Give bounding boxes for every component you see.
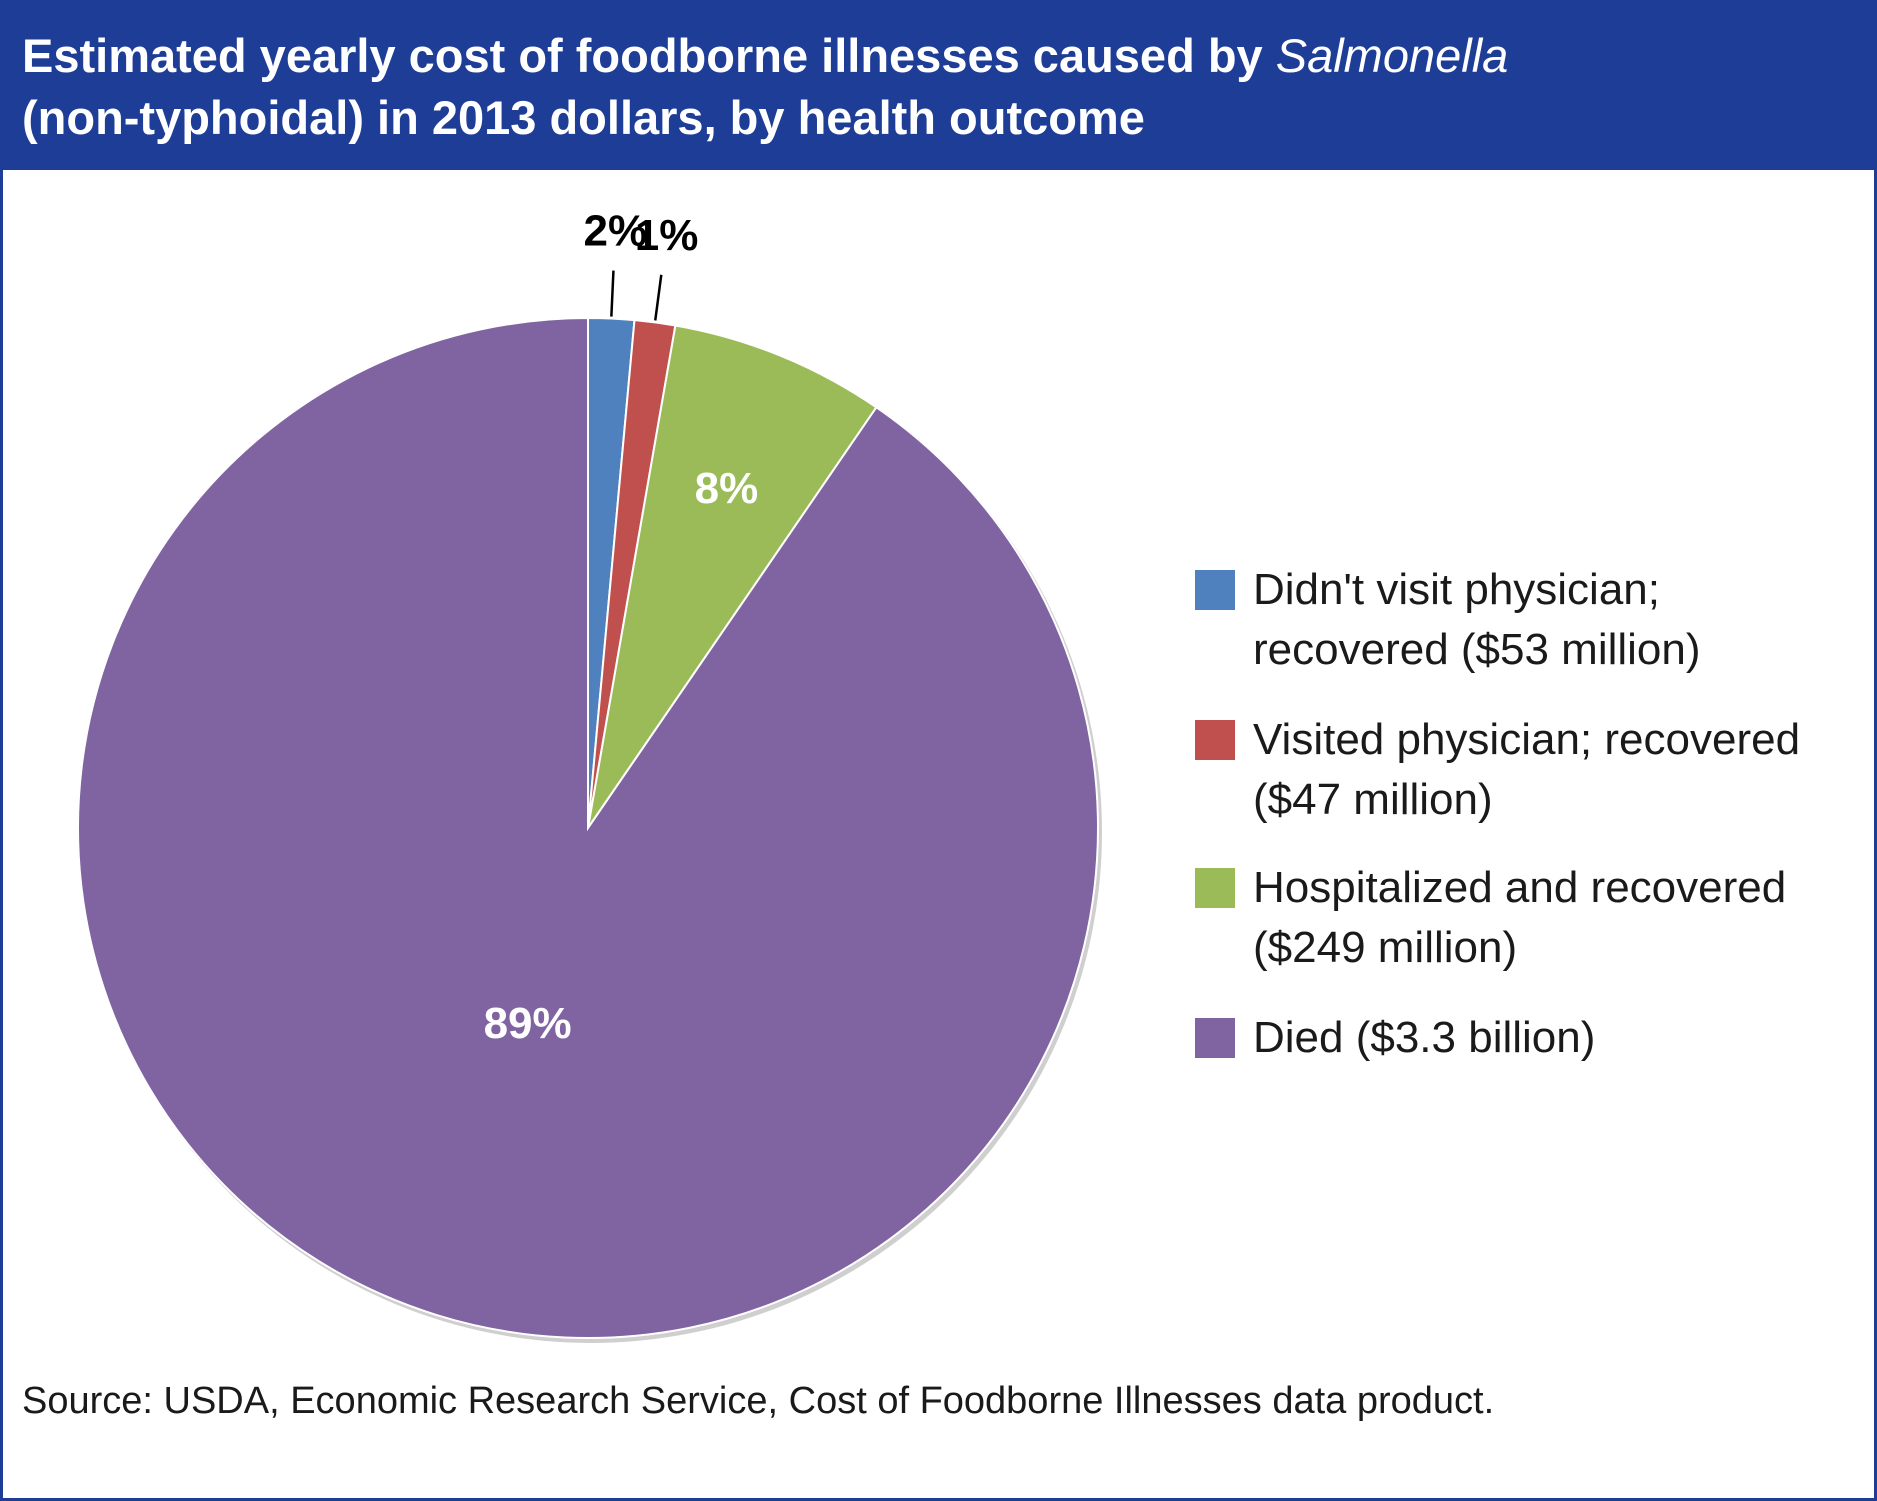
pct-label-hospitalized: 8% bbox=[695, 464, 759, 513]
legend-swatch-hospitalized bbox=[1195, 868, 1235, 908]
legend-label-died-line-1: Died ($3.3 billion) bbox=[1253, 1013, 1595, 1062]
pct-label-didnt_visit: 2% bbox=[583, 207, 647, 256]
pie-slice-died bbox=[77, 316, 1099, 1339]
legend-label-hospitalized-line-1: Hospitalized and recovered bbox=[1253, 863, 1786, 912]
title-line-1-italic: Salmonella bbox=[1275, 29, 1509, 82]
chart-title: Estimated yearly cost of foodborne illne… bbox=[0, 0, 1877, 170]
legend-swatch-visited bbox=[1195, 720, 1235, 760]
pct-label-died: 89% bbox=[484, 999, 572, 1048]
title-line-1: Estimated yearly cost of foodborne illne… bbox=[22, 25, 1877, 87]
title-line-2: (non-typhoidal) in 2013 dollars, by heal… bbox=[22, 91, 1145, 144]
leader-line-visited bbox=[654, 274, 663, 321]
legend-swatch-died bbox=[1195, 1018, 1235, 1058]
source-note: Source: USDA, Economic Research Service,… bbox=[22, 1380, 1495, 1422]
legend-label-visited-line-1: Visited physician; recovered bbox=[1253, 715, 1800, 764]
legend-label-hospitalized-line-2: ($249 million) bbox=[1253, 923, 1517, 972]
legend-label-didnt_visit-line-1: Didn't visit physician; bbox=[1253, 565, 1660, 614]
legend-label-didnt_visit-line-2: recovered ($53 million) bbox=[1253, 625, 1701, 674]
pct-label-visited: 1% bbox=[635, 211, 699, 260]
legend: Didn't visit physician; recovered ($53 mi… bbox=[1195, 565, 1800, 1062]
pie-slice-hospitalized bbox=[587, 324, 878, 829]
leader-line-didnt_visit bbox=[610, 270, 615, 317]
legend-swatch-didnt_visit bbox=[1195, 570, 1235, 610]
legend-label-visited-line-2: ($47 million) bbox=[1253, 775, 1493, 824]
pie-slices bbox=[77, 316, 1102, 1343]
title-line-1-prefix: Estimated yearly cost of foodborne illne… bbox=[22, 29, 1276, 82]
pie-labels: 2%1% 8% 89% bbox=[484, 207, 759, 1048]
